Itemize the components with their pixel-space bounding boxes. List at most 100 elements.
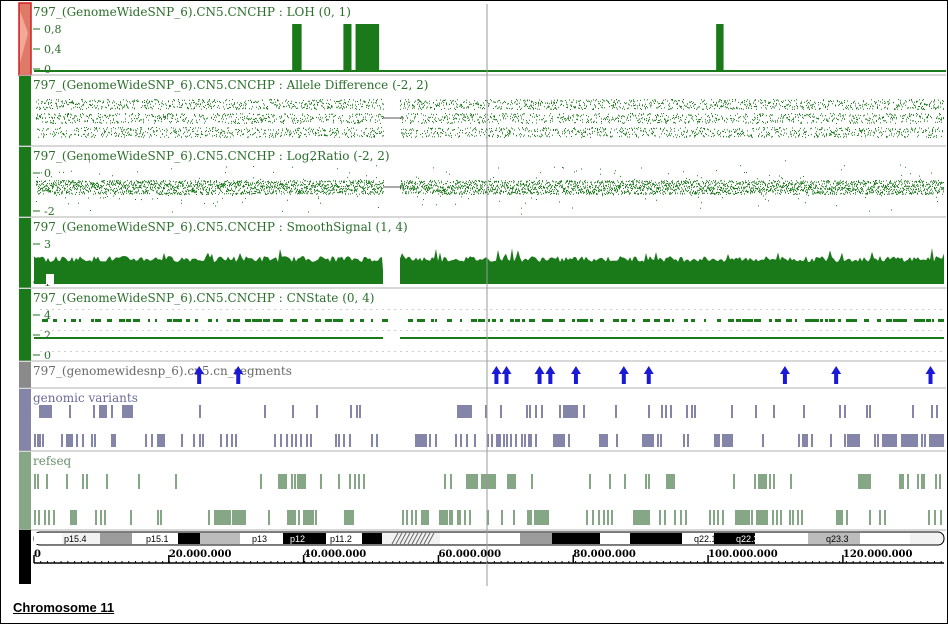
track-handle[interactable] xyxy=(19,289,31,361)
cnstate-grid-dot xyxy=(346,351,348,352)
cnstate-grid-dot xyxy=(784,351,786,352)
cnstate-mark xyxy=(195,319,198,322)
cnstate-grid-dot xyxy=(256,309,258,310)
variant-row-bar xyxy=(648,405,650,418)
cnstate-grid-dot xyxy=(268,351,270,352)
segment-arrow-icon[interactable] xyxy=(545,366,556,384)
cnstate-grid-dot xyxy=(172,309,174,310)
cnstate-mark xyxy=(138,319,140,322)
variant-row-bar xyxy=(830,434,832,447)
track-handle[interactable] xyxy=(19,389,31,451)
axis-tick-label: 0,4 xyxy=(44,43,62,56)
cnstate-grid-dot xyxy=(232,351,234,352)
cnstate-mark xyxy=(340,319,343,322)
cnstate-grid-dot xyxy=(430,309,432,310)
cnstate-mark xyxy=(736,319,741,322)
cnstate-grid-dot xyxy=(622,351,624,352)
segment-arrow-icon[interactable] xyxy=(233,366,244,384)
cnstate-grid-dot xyxy=(262,309,264,310)
variant-row-bar xyxy=(912,405,914,418)
variant-row-bar xyxy=(559,405,561,418)
refseq-row-bar xyxy=(104,510,106,525)
segment-arrow-icon[interactable] xyxy=(570,366,581,384)
cnstate-grid-dot xyxy=(598,309,600,310)
segment-arrow-icon[interactable] xyxy=(491,366,502,384)
variant-row-bar xyxy=(568,434,570,447)
refseq-row-bar xyxy=(884,510,886,525)
refseq-row xyxy=(34,510,942,525)
segment-arrow-icon[interactable] xyxy=(779,366,790,384)
cnstate-grid-dot xyxy=(340,309,342,310)
log2ratio-points xyxy=(36,159,944,215)
segment-arrow-icon[interactable] xyxy=(501,366,512,384)
refseq-row-bar xyxy=(797,510,799,525)
scale-tick-label: 80.000.000 xyxy=(573,549,636,560)
cnstate-mark xyxy=(914,319,920,322)
variant-row-bar xyxy=(882,434,897,447)
cnstate-grid-dot xyxy=(880,351,882,352)
refseq-row-bar xyxy=(754,474,756,489)
cnstate-grid-dot xyxy=(346,330,348,331)
track-handle[interactable] xyxy=(19,218,31,288)
cnstate-grid-dot xyxy=(514,330,516,331)
cnstate-grid-dot xyxy=(802,309,804,310)
cnstate-grid-dot xyxy=(616,309,618,310)
cnstate-grid-dot xyxy=(814,309,816,310)
cnstate-grid-dot xyxy=(244,351,246,352)
refseq-row-bar xyxy=(846,510,848,525)
cnstate-grid-dot xyxy=(892,309,894,310)
variant-row-bar xyxy=(491,434,493,447)
refseq-row-bar xyxy=(344,510,354,525)
cnstate-mark xyxy=(258,319,262,322)
cnstate-grid-dot xyxy=(886,330,888,331)
segment-arrow-icon[interactable] xyxy=(831,366,842,384)
track-handle[interactable] xyxy=(19,362,31,388)
cnstate-grid-dot xyxy=(244,309,246,310)
segment-arrow-icon[interactable] xyxy=(194,366,205,384)
centromere-hatch xyxy=(395,532,403,545)
cnstate-grid-dot xyxy=(622,330,624,331)
track-handle[interactable] xyxy=(19,452,31,530)
variant-row-bar xyxy=(280,434,282,447)
refseq-row-bar xyxy=(297,474,306,489)
cnstate-grid-dot xyxy=(292,330,294,331)
centromere-hatch xyxy=(403,532,411,545)
cnstate-mark xyxy=(522,319,525,322)
cnstate-grid-dot xyxy=(676,309,678,310)
refseq-row-bar xyxy=(449,510,453,525)
segment-arrow-icon[interactable] xyxy=(925,366,936,384)
variant-row-bar xyxy=(286,434,288,447)
track-handle[interactable] xyxy=(19,76,31,146)
refseq-row-bar xyxy=(921,474,925,489)
variant-row-bar xyxy=(415,434,427,447)
segment-arrow-icon[interactable] xyxy=(643,366,654,384)
cnstate-grid-dot xyxy=(370,309,372,310)
variant-row-bar xyxy=(874,434,876,447)
refseq-row-bar xyxy=(138,474,140,489)
scale-tick-label: 20.000.000 xyxy=(169,549,232,560)
cnstate-grid-dot xyxy=(808,330,810,331)
cnstate-grid-dot xyxy=(694,309,696,310)
chromosome-band xyxy=(200,533,240,544)
track-handle[interactable] xyxy=(19,147,31,217)
refseq-row-bar xyxy=(611,510,613,525)
variant-row-bar xyxy=(839,405,841,418)
segment-arrow-icon[interactable] xyxy=(534,366,545,384)
cnstate-grid-dot xyxy=(904,309,906,310)
cnstate-grid-dot xyxy=(928,351,930,352)
cnstate-grid-dot xyxy=(196,351,198,352)
cnstate-mark xyxy=(704,319,706,322)
cnstate-grid-dot xyxy=(286,351,288,352)
chromosome-band xyxy=(440,533,520,544)
cnstate-grid-dot xyxy=(430,351,432,352)
variant-row-bar xyxy=(359,405,361,418)
variant-row-bar xyxy=(496,434,501,447)
segment-arrow-icon[interactable] xyxy=(618,366,629,384)
axis-tick-label: 0,8 xyxy=(44,23,62,36)
cnstate-grid-dot xyxy=(142,351,144,352)
cnstate-grid-dot xyxy=(844,351,846,352)
refseq-row-bar xyxy=(363,474,365,489)
variant-row-bar xyxy=(660,434,662,447)
refseq-row-bar xyxy=(717,510,719,525)
cnstate-mark xyxy=(786,319,792,322)
